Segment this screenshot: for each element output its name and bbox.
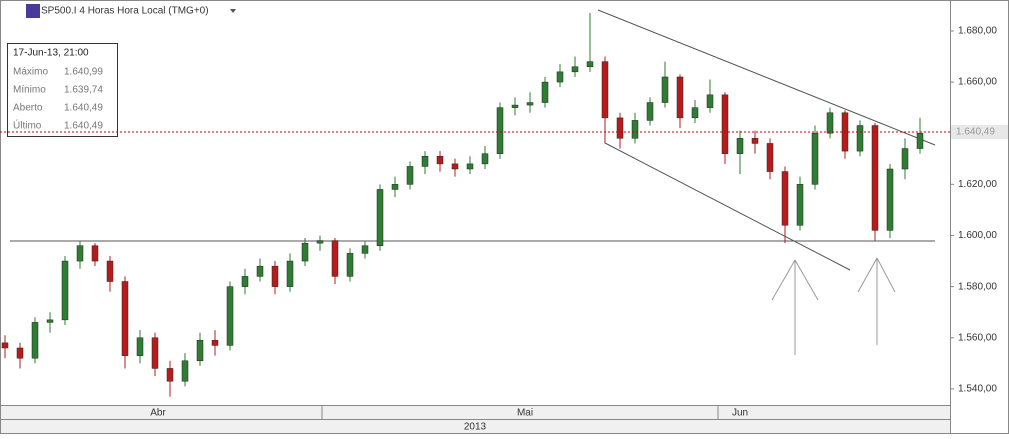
candle-body <box>751 138 759 144</box>
candle-body <box>736 138 744 154</box>
trend-line <box>604 142 851 271</box>
month-label: Abr <box>150 408 166 419</box>
info-value: 1.640,49 <box>64 103 103 114</box>
info-key: Aberto <box>13 103 43 114</box>
candle-body <box>406 166 414 185</box>
info-value: 1.640,49 <box>64 121 103 132</box>
info-box: 17-Jun-13, 21:00 Máximo 1.640,99 Mínimo … <box>7 43 118 137</box>
chart-title: SP500.I 4 Horas Hora Local (TMG+0) <box>41 6 209 17</box>
candle-body <box>616 117 624 139</box>
candle-body <box>481 153 489 165</box>
candle-body <box>16 347 24 359</box>
candle-body <box>361 245 369 254</box>
candle-body <box>346 253 354 277</box>
candle-body <box>211 340 219 346</box>
candle-body <box>376 189 384 246</box>
candle-body <box>61 260 69 321</box>
candle-body <box>526 102 534 106</box>
candle-body <box>451 163 459 170</box>
candle-body <box>781 171 789 226</box>
time-axis <box>0 405 951 420</box>
candle-body <box>646 102 654 121</box>
y-tick-label: 1.600,00 <box>958 230 997 241</box>
candle-body <box>511 104 519 108</box>
info-date: 17-Jun-13, 21:00 <box>13 48 89 59</box>
candle-body <box>721 94 729 154</box>
candle-body <box>571 66 579 73</box>
y-tick-label: 1.560,00 <box>958 332 997 343</box>
candle-body <box>916 132 924 149</box>
y-tick-label: 1.660,00 <box>958 77 997 88</box>
y-tick-label: 1.620,00 <box>958 179 997 190</box>
candle-body <box>796 184 804 226</box>
last-price-box <box>951 124 1008 139</box>
candle-body <box>286 260 294 287</box>
last-price-label: 1.640,49 <box>956 127 995 138</box>
candle-body <box>601 61 609 119</box>
candle-body <box>121 281 129 356</box>
candle-body <box>91 245 99 262</box>
candle-body <box>856 125 864 152</box>
dropdown-arrow[interactable] <box>230 9 236 13</box>
instrument-icon <box>26 4 40 18</box>
candle-body <box>541 81 549 103</box>
candles <box>1 13 924 397</box>
candle-body <box>331 240 339 277</box>
candle-body <box>46 319 54 323</box>
candle-body <box>901 148 909 170</box>
info-key: Mínimo <box>13 85 46 96</box>
candle-body <box>1 342 9 349</box>
candle-body <box>436 155 444 165</box>
drawings <box>10 9 936 355</box>
arrow <box>876 257 896 293</box>
arrow <box>857 257 878 293</box>
candle-body <box>241 276 249 287</box>
candle-body <box>676 76 684 119</box>
y-tick-label: 1.580,00 <box>958 281 997 292</box>
candle-body <box>496 107 504 154</box>
year-label: 2013 <box>464 422 487 433</box>
candle-body <box>631 120 639 139</box>
candle-body <box>166 368 174 382</box>
candle-body <box>556 71 564 83</box>
y-tick-label: 1.540,00 <box>958 384 997 395</box>
candle-body <box>661 76 669 103</box>
arrow <box>794 259 819 301</box>
candle-body <box>886 168 894 231</box>
info-value: 1.640,99 <box>64 67 103 78</box>
candle-body <box>301 242 309 262</box>
arrow <box>771 259 796 301</box>
candle-body <box>691 107 699 119</box>
info-key: Máximo <box>13 67 48 78</box>
candle-body <box>256 265 264 277</box>
candle-body <box>811 132 819 185</box>
candle-body <box>136 337 144 356</box>
month-label: Jun <box>732 408 748 419</box>
candle-body <box>271 265 279 287</box>
candle-body <box>391 184 399 190</box>
candle-body <box>106 260 114 282</box>
candle-body <box>826 112 834 134</box>
trend-line <box>597 9 936 146</box>
candle-body <box>196 340 204 362</box>
candle-body <box>871 125 879 231</box>
candle-body <box>706 94 714 108</box>
candle-body <box>316 240 324 244</box>
y-tick-label: 1.680,00 <box>958 26 997 37</box>
info-key: Último <box>13 119 42 132</box>
info-frame <box>7 43 118 137</box>
candle-body <box>766 143 774 172</box>
candle-body <box>151 337 159 369</box>
candle-body <box>226 286 234 346</box>
candle-body <box>31 322 39 359</box>
month-label: Mai <box>517 408 533 419</box>
candle-body <box>181 360 189 382</box>
candle-body <box>466 163 474 170</box>
candle-body <box>76 245 84 262</box>
candle-body <box>586 61 594 67</box>
info-value: 1.639,74 <box>64 85 103 96</box>
candle-body <box>421 155 429 167</box>
